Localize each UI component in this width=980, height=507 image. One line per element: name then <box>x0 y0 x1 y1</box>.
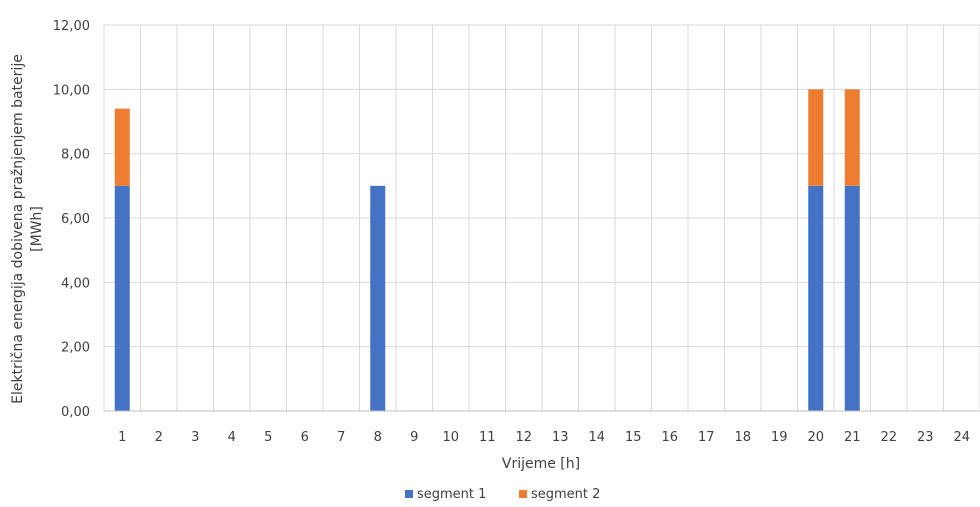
y-axis-title-line-2: [MWh] <box>29 206 45 252</box>
x-tick-label: 3 <box>191 430 199 445</box>
bar-segment-1-21 <box>844 185 860 411</box>
x-tick-label: 15 <box>625 430 642 445</box>
x-tick-label: 8 <box>374 430 382 445</box>
y-tick-label: 2,00 <box>61 341 90 356</box>
x-tick-label: 1 <box>118 430 126 445</box>
x-axis-ticks: 1 2 3 4 5 6 7 8 9 10 11 12 13 14 15 16 17 18 19 20 21 22 23 24 <box>118 430 970 445</box>
legend-swatch-segment-2 <box>519 490 527 498</box>
x-tick-label: 4 <box>228 430 236 445</box>
bars <box>114 89 860 411</box>
x-tick-label: 24 <box>953 430 970 445</box>
x-tick-label: 2 <box>155 430 163 445</box>
x-tick-label: 21 <box>844 430 861 445</box>
x-tick-label: 19 <box>771 430 788 445</box>
x-tick-label: 22 <box>880 430 897 445</box>
y-axis-ticks: 0,00 2,00 4,00 6,00 8,00 10,00 12,00 <box>53 19 90 420</box>
x-tick-label: 14 <box>588 430 605 445</box>
legend-label-segment-2: segment 2 <box>531 487 600 502</box>
y-axis-title-line-1: Električna energija dobivena pražnjenjem… <box>10 54 26 404</box>
bar-segment-1-20 <box>808 185 824 411</box>
x-tick-label: 11 <box>479 430 496 445</box>
bar-segment-2-20 <box>808 89 824 186</box>
x-tick-label: 10 <box>442 430 459 445</box>
y-tick-label: 10,00 <box>53 83 90 98</box>
bar-segment-1-8 <box>370 185 386 411</box>
x-tick-label: 5 <box>264 430 272 445</box>
legend: segment 1 segment 2 <box>405 487 600 502</box>
x-tick-label: 16 <box>661 430 678 445</box>
y-tick-label: 12,00 <box>53 19 90 34</box>
x-tick-label: 6 <box>301 430 309 445</box>
legend-label-segment-1: segment 1 <box>417 487 486 502</box>
y-tick-label: 8,00 <box>61 148 90 163</box>
y-tick-label: 4,00 <box>61 276 90 291</box>
x-tick-label: 18 <box>734 430 751 445</box>
y-axis-title: Električna energija dobivena pražnjenjem… <box>10 54 45 404</box>
grid <box>103 24 980 412</box>
x-tick-label: 7 <box>337 430 345 445</box>
x-tick-label: 13 <box>552 430 569 445</box>
y-tick-label: 6,00 <box>61 212 90 227</box>
x-tick-label: 9 <box>410 430 418 445</box>
x-axis-title: Vrijeme [h] <box>502 456 580 472</box>
x-tick-label: 23 <box>917 430 934 445</box>
x-tick-label: 17 <box>698 430 715 445</box>
x-tick-label: 12 <box>515 430 532 445</box>
bar-segment-2-1 <box>114 108 130 186</box>
bar-segment-2-21 <box>844 89 860 186</box>
y-tick-label: 0,00 <box>61 405 90 420</box>
bar-segment-1-1 <box>114 185 130 411</box>
legend-swatch-segment-1 <box>405 490 413 498</box>
x-tick-label: 20 <box>807 430 824 445</box>
